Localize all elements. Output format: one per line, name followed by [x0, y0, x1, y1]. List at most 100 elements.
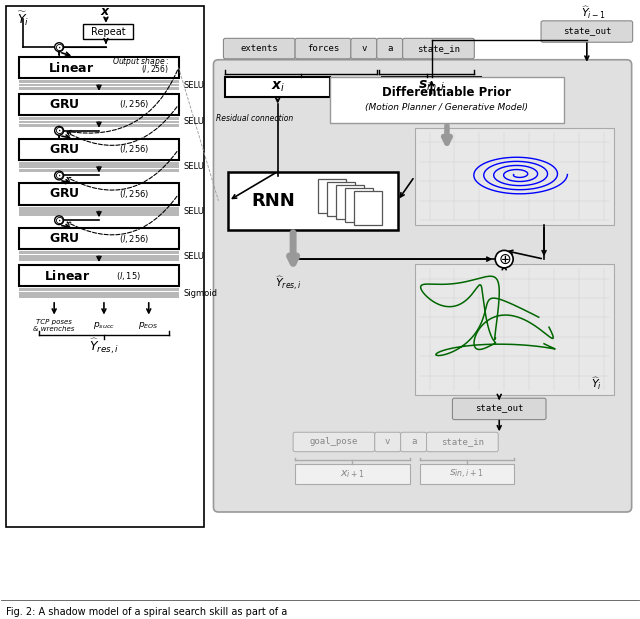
Text: state_in: state_in [417, 44, 460, 53]
Text: $p_{succ}$: $p_{succ}$ [93, 320, 115, 331]
Bar [336, 185, 364, 219]
Text: a: a [387, 44, 392, 53]
Text: $\mathit{Output\ shape:}$: $\mathit{Output\ shape:}$ [111, 55, 169, 68]
FancyBboxPatch shape [351, 38, 377, 59]
Text: $\widetilde{Y}_i$: $\widetilde{Y}_i$ [17, 10, 29, 28]
Text: SELU: SELU [184, 80, 204, 90]
Text: $\widehat{Y}_{i-1}$: $\widehat{Y}_{i-1}$ [581, 5, 606, 22]
Text: $p_{EOS}$: $p_{EOS}$ [138, 320, 159, 331]
Bar [19, 117, 179, 120]
Text: $\mathbf{GRU}$: $\mathbf{GRU}$ [49, 98, 79, 111]
Text: a: a [411, 438, 416, 446]
Text: forces: forces [307, 44, 339, 53]
Bar [19, 84, 179, 87]
Text: $\mathbf{Linear}$: $\mathbf{Linear}$ [44, 269, 90, 283]
Text: v: v [361, 44, 367, 53]
Bar [327, 182, 355, 216]
Bar [19, 214, 179, 216]
Bar [415, 128, 614, 225]
Bar [19, 139, 179, 160]
Text: $\mathbf{Linear}$: $\mathbf{Linear}$ [48, 61, 94, 74]
Bar [19, 207, 179, 209]
Text: $\odot$: $\odot$ [54, 125, 64, 136]
Bar [19, 265, 179, 287]
Text: $\odot$: $\odot$ [54, 41, 64, 53]
Text: (Motion Planner / Generative Model): (Motion Planner / Generative Model) [365, 103, 529, 112]
Text: $(l, 256)$: $(l, 256)$ [118, 143, 149, 155]
Text: $\mathbf{GRU}$: $\mathbf{GRU}$ [49, 232, 79, 245]
Text: $\widehat{Y}_{res,i}$: $\widehat{Y}_{res,i}$ [89, 337, 119, 357]
Text: state_out: state_out [563, 27, 611, 36]
Bar [19, 288, 179, 291]
Bar [19, 165, 179, 168]
Bar [19, 121, 179, 123]
FancyBboxPatch shape [223, 38, 295, 59]
Bar [19, 295, 179, 298]
FancyBboxPatch shape [541, 21, 632, 42]
FancyBboxPatch shape [295, 38, 351, 59]
Bar [420, 464, 514, 484]
Bar [6, 6, 204, 527]
Text: $x_{i+1}$: $x_{i+1}$ [340, 468, 365, 480]
Bar [19, 292, 179, 295]
Text: SELU: SELU [184, 252, 204, 261]
FancyBboxPatch shape [214, 60, 632, 512]
Bar [19, 57, 179, 78]
Bar [225, 77, 330, 97]
Text: Sigmoid: Sigmoid [184, 288, 218, 298]
Bar [19, 258, 179, 261]
Text: v: v [385, 438, 390, 446]
Bar [19, 87, 179, 90]
FancyBboxPatch shape [375, 432, 401, 452]
Text: SELU: SELU [184, 118, 204, 126]
Bar [19, 168, 179, 171]
Text: Differentiable Prior: Differentiable Prior [383, 86, 511, 99]
Text: extents: extents [241, 44, 278, 53]
Circle shape [54, 43, 63, 51]
Bar [19, 183, 179, 205]
Circle shape [54, 126, 63, 135]
Text: $\oplus$: $\oplus$ [497, 252, 511, 267]
Bar [19, 255, 179, 258]
Text: $\boldsymbol{s}_{in,i}$: $\boldsymbol{s}_{in,i}$ [418, 79, 445, 95]
Bar [345, 188, 372, 222]
Text: $(l, 256)$: $(l, 256)$ [141, 64, 169, 76]
Text: goal_pose: goal_pose [310, 438, 358, 446]
FancyBboxPatch shape [401, 432, 426, 452]
Text: $s_{in,i+1}$: $s_{in,i+1}$ [449, 467, 484, 480]
Text: Fig. 2: A shadow model of a spiral search skill as part of a: Fig. 2: A shadow model of a spiral searc… [6, 607, 287, 617]
Bar [83, 24, 133, 40]
Text: $(l, 256)$: $(l, 256)$ [118, 188, 149, 200]
Bar [19, 80, 179, 83]
Text: SELU: SELU [184, 207, 204, 216]
Text: state_out: state_out [475, 404, 524, 413]
Text: $\mathbf{GRU}$: $\mathbf{GRU}$ [49, 188, 79, 201]
Text: $(l, 15)$: $(l, 15)$ [116, 270, 141, 282]
Text: SELU: SELU [184, 162, 204, 171]
FancyBboxPatch shape [293, 432, 375, 452]
FancyBboxPatch shape [377, 38, 403, 59]
FancyBboxPatch shape [426, 432, 498, 452]
Text: $\widehat{Y}_{res,i}$: $\widehat{Y}_{res,i}$ [275, 274, 301, 292]
Text: RNN: RNN [252, 192, 295, 210]
Bar [228, 171, 397, 230]
Bar [19, 124, 179, 127]
Text: $\odot$: $\odot$ [54, 215, 64, 226]
Circle shape [495, 250, 513, 268]
Bar [330, 77, 564, 123]
Bar [354, 191, 381, 225]
Text: $(l, 256)$: $(l, 256)$ [118, 98, 149, 110]
Text: $(l, 256)$: $(l, 256)$ [118, 233, 149, 245]
Text: $\widehat{Y}_i$: $\widehat{Y}_i$ [591, 375, 602, 392]
Text: state_in: state_in [441, 438, 484, 446]
Text: TCP poses
& wrenches: TCP poses & wrenches [33, 319, 75, 332]
FancyBboxPatch shape [452, 398, 546, 420]
Bar [19, 94, 179, 115]
Text: $\odot$: $\odot$ [54, 170, 64, 181]
Bar [295, 464, 410, 484]
Bar [19, 228, 179, 249]
Circle shape [54, 171, 63, 180]
Bar [415, 264, 614, 396]
Text: Repeat: Repeat [91, 27, 125, 37]
Circle shape [54, 216, 63, 225]
